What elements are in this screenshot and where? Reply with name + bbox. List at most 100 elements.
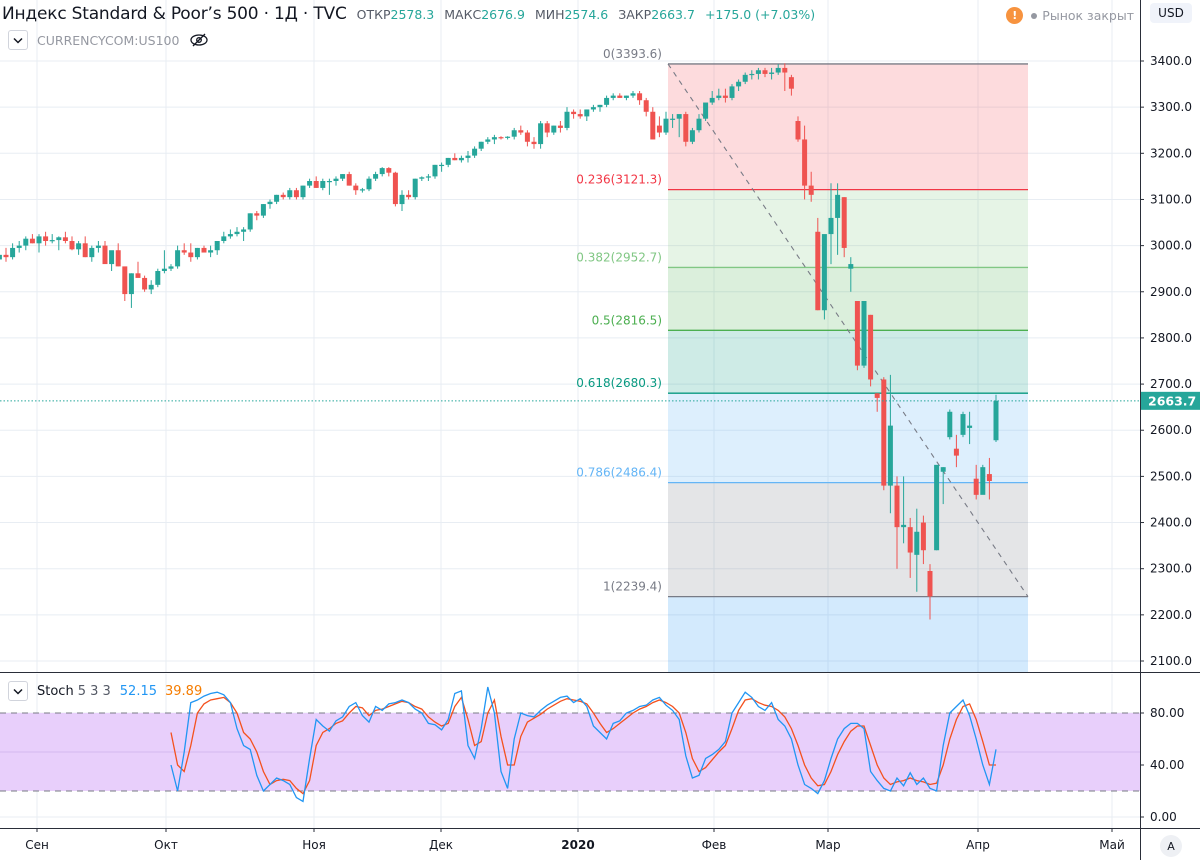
candle-down: [973, 478, 979, 495]
collapse-legend-button[interactable]: [8, 30, 28, 50]
time-tick-label: Апр: [966, 838, 990, 852]
candle-up: [161, 268, 167, 271]
symbol-title[interactable]: Индекс Standard & Poor’s 500 · 1Д · TVC: [2, 4, 347, 24]
candle-down: [181, 250, 187, 253]
fib-zone: [668, 330, 1028, 394]
time-axis[interactable]: Сен Окт Ноя Дек 2020 Фев Мар Апр Май: [25, 828, 1125, 852]
candle-up: [821, 234, 827, 311]
candle-down: [531, 141, 537, 145]
candle-down: [82, 243, 88, 258]
collapse-stoch-button[interactable]: [8, 681, 28, 701]
stoch-tick-label: 0.00: [1150, 810, 1177, 824]
candle-up: [326, 181, 332, 183]
candle-up: [755, 70, 761, 74]
currency-button[interactable]: USD: [1150, 3, 1192, 23]
chevron-down-icon: [13, 688, 23, 695]
candle-up: [716, 95, 722, 98]
candle-up: [458, 157, 464, 161]
candle-up: [465, 155, 471, 158]
candle-down: [762, 70, 768, 74]
candle-down: [142, 277, 148, 290]
candle-up: [445, 157, 451, 165]
candle-down: [557, 125, 563, 128]
candle-up: [993, 400, 999, 441]
candle-down: [617, 95, 623, 98]
candle-up: [597, 104, 603, 108]
candle-down: [927, 571, 933, 597]
candle-up: [478, 141, 484, 149]
candle-up: [584, 109, 590, 117]
price-tick-label: 3200.0: [1150, 146, 1192, 160]
candle-down: [683, 114, 689, 142]
last-price-badge: [1141, 391, 1200, 410]
candle-down: [201, 247, 207, 253]
price-tick-label: 2200.0: [1150, 608, 1192, 622]
candle-down: [544, 123, 550, 133]
candle-up: [670, 118, 676, 120]
candle-up: [168, 266, 174, 269]
price-axis[interactable]: 2100.0 2200.0 2300.0 2400.0 2500.0 2600.0 2700…: [1140, 54, 1200, 668]
candle-up: [676, 114, 682, 119]
candle-down: [524, 132, 530, 142]
fib-level-label: 1(2239.4): [603, 580, 662, 594]
candle-up: [967, 425, 973, 428]
fib-trend-line[interactable]: [667, 63, 1029, 597]
candle-up: [359, 189, 365, 191]
open-value: 2578.3: [390, 7, 435, 22]
chevron-down-icon: [13, 37, 23, 44]
candle-down: [571, 111, 577, 115]
candle-down: [854, 301, 860, 366]
candle-up: [709, 97, 715, 103]
stochastic-pane[interactable]: [0, 686, 1140, 803]
candle-up: [947, 411, 953, 438]
candle-up: [610, 95, 616, 98]
change-value: +175.0 (+7.03%): [704, 7, 816, 22]
candle-up: [320, 181, 326, 188]
stoch-axis[interactable]: 80.00 40.00 0.00: [1140, 706, 1184, 824]
candle-down: [406, 194, 412, 198]
time-tick-label: Ноя: [302, 838, 326, 852]
candle-up: [214, 241, 220, 251]
candle-down: [643, 100, 649, 112]
open-label: ОТКР: [356, 7, 391, 22]
time-tick-label: Окт: [154, 838, 178, 852]
time-tick-label: 2020: [561, 838, 594, 852]
low-label: МИН: [534, 7, 565, 22]
candle-down: [722, 95, 728, 98]
candle-up: [769, 72, 775, 74]
candle-up: [934, 464, 940, 551]
auto-scale-button[interactable]: A: [1160, 835, 1182, 857]
candle-up: [689, 130, 695, 142]
candle-down: [135, 273, 141, 278]
stoch-name[interactable]: Stoch: [37, 683, 74, 699]
fibonacci-retracement[interactable]: 0(3393.6) 0.236(3121.3) 0.382(2952.7) 0.5(2…: [576, 47, 1029, 672]
candle-up: [267, 201, 273, 205]
compare-symbol[interactable]: CURRENCYCOM:US100: [37, 32, 180, 48]
time-tick-label: Мар: [815, 838, 840, 852]
candle-up: [109, 250, 115, 265]
fib-zone: [668, 393, 1028, 483]
eye-crossed-icon[interactable]: [189, 33, 209, 47]
candle-up: [590, 107, 596, 110]
close-value: 2663.7: [651, 7, 695, 22]
stoch-k-line: [170, 686, 997, 803]
price-tick-label: 2900.0: [1150, 285, 1192, 299]
market-status[interactable]: ! Рынок закрыт: [1006, 7, 1134, 24]
candle-up: [300, 185, 306, 198]
candle-up: [901, 524, 907, 528]
candle-up: [49, 240, 55, 242]
fib-zone-extension: [668, 596, 1028, 672]
candle-down: [808, 185, 814, 195]
candle-up: [630, 93, 636, 96]
candle-up: [940, 467, 946, 472]
status-dot-icon: [1031, 12, 1038, 19]
market-status-label: Рынок закрыт: [1042, 8, 1134, 23]
candle-down: [802, 139, 808, 186]
compare-legend: CURRENCYCOM:US100: [8, 30, 209, 50]
fib-level-label: 0.786(2486.4): [576, 466, 662, 480]
exclamation-icon[interactable]: !: [1006, 7, 1024, 24]
candle-up: [703, 102, 709, 119]
candle-down: [122, 266, 128, 295]
